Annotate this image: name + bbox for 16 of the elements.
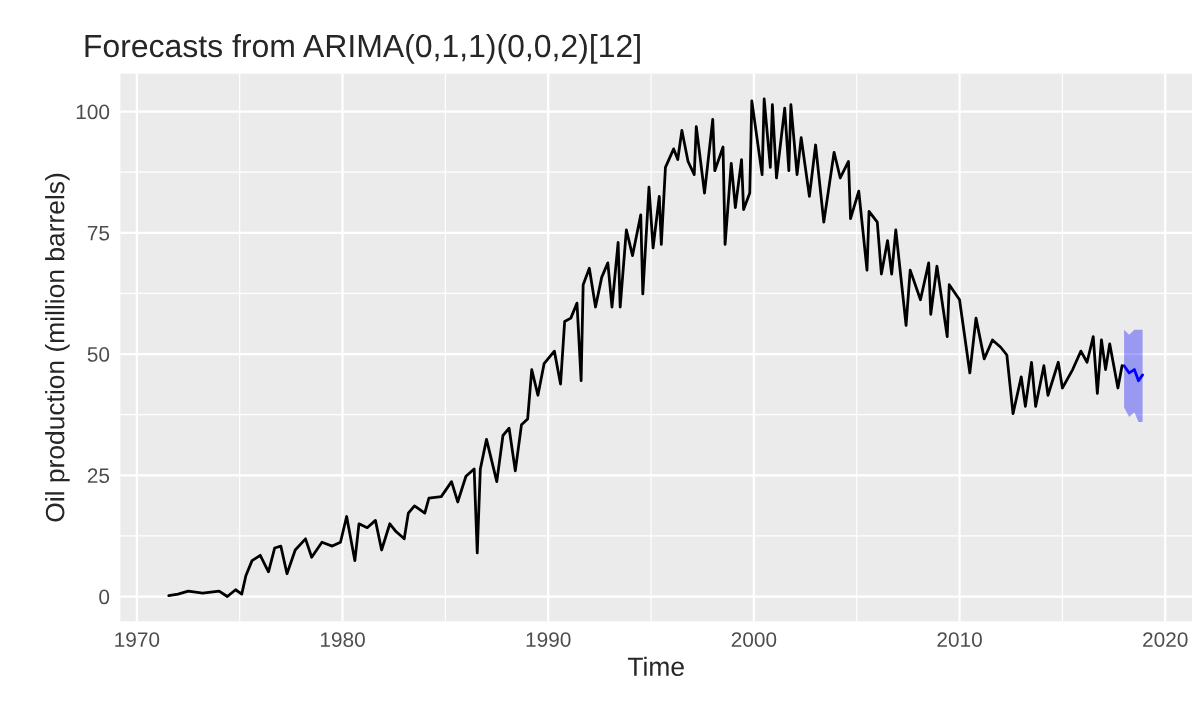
x-tick-label: 2000 bbox=[731, 632, 777, 647]
x-tick-label: 1990 bbox=[526, 632, 571, 647]
x-axis-title: Time bbox=[627, 656, 684, 677]
x-tick-label: 1980 bbox=[320, 632, 365, 647]
chart-title: Forecasts from ARIMA(0,1,1)(0,0,2)[12] bbox=[85, 33, 640, 64]
x-tick-label: 2020 bbox=[1143, 632, 1188, 647]
y-tick-label: 0 bbox=[99, 589, 110, 605]
line-series bbox=[167, 97, 1124, 598]
y-tick-label: 75 bbox=[87, 226, 110, 241]
x-tick-label: 2010 bbox=[937, 632, 982, 647]
x-tick-label: 1970 bbox=[115, 632, 160, 647]
y-tick-label: 100 bbox=[76, 104, 110, 120]
y-tick-label: 25 bbox=[87, 468, 110, 484]
y-axis-title: Oil production (million barrels) bbox=[45, 173, 70, 522]
y-tick-label: 50 bbox=[87, 347, 110, 362]
line-series bbox=[1122, 364, 1144, 383]
